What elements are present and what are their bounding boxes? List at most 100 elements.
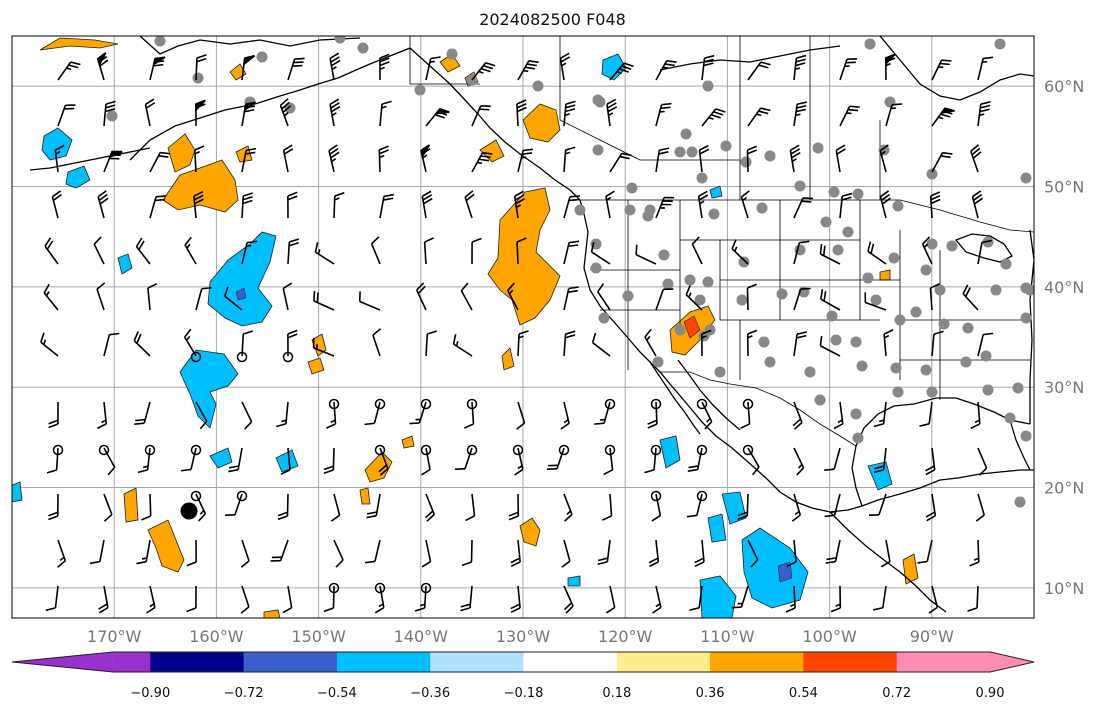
wind-barb (425, 330, 438, 357)
colorbar-tick-label: −0.72 (224, 686, 264, 701)
wind-barb (793, 447, 805, 476)
wind-barb (241, 147, 257, 173)
wind-barb (563, 195, 580, 219)
station-marker (702, 276, 714, 288)
station-marker (256, 51, 268, 63)
wind-barb (740, 190, 750, 219)
wind-barb (655, 102, 672, 127)
wind-barb (517, 330, 529, 357)
wind-barb (379, 53, 390, 81)
gulf-of-california (677, 359, 741, 431)
wind-barb (149, 56, 166, 81)
wind-barb (146, 585, 156, 614)
florida (1009, 419, 1031, 471)
wind-barb (819, 335, 841, 357)
station-marker (926, 168, 938, 180)
us-west-coast (579, 199, 863, 513)
wind-barb (747, 447, 760, 476)
orange-patch (487, 187, 561, 326)
wind-barb (282, 585, 293, 614)
wind-barb (420, 144, 431, 173)
wind-barb (793, 197, 813, 219)
wind-barb (731, 239, 749, 265)
calm-marker (742, 444, 754, 456)
map-border (11, 35, 1035, 619)
calm-marker (236, 490, 248, 502)
wind-barb (240, 585, 250, 614)
station-marker (357, 42, 369, 54)
wind-barb (824, 493, 841, 518)
wind-barb (919, 401, 933, 427)
orange-patch (479, 139, 505, 163)
calm-marker (328, 398, 340, 410)
wind-barb (546, 447, 565, 471)
wind-barb (793, 54, 807, 81)
wind-barb (977, 239, 992, 265)
wind-barb (48, 493, 59, 521)
wind-barb (590, 242, 611, 265)
wind-barb (186, 585, 197, 613)
station-marker (890, 362, 902, 374)
wind-barb (313, 290, 335, 311)
wind-barb (559, 52, 571, 81)
wind-barb (379, 193, 394, 219)
wind-barb (605, 190, 615, 219)
wind-barb (378, 447, 389, 476)
wind-barb (180, 447, 197, 472)
us-canada-border (580, 199, 1034, 233)
calm-marker (98, 444, 110, 456)
station-marker (720, 140, 732, 152)
colorbar-outline (11, 651, 1035, 673)
station-marker (794, 180, 806, 192)
station-marker (1000, 258, 1012, 270)
calm-marker (374, 398, 386, 410)
wind-barb (370, 236, 381, 265)
station-marker (192, 72, 204, 84)
station-marker (960, 356, 972, 368)
orange-patch (522, 103, 561, 143)
alaska-canada-border (409, 36, 480, 85)
wind-barb (452, 334, 473, 357)
wind-barb (971, 190, 984, 219)
wind-barb (103, 332, 120, 357)
colorbar-segment (523, 652, 618, 672)
wind-barb (879, 144, 889, 173)
wind-barb (740, 401, 751, 429)
wind-barb (824, 447, 841, 471)
station-marker (812, 142, 824, 154)
wind-barb (89, 539, 105, 565)
station-marker (828, 186, 840, 198)
wind-barb (270, 539, 289, 562)
wind-barb (655, 196, 675, 219)
wind-barb (224, 493, 243, 516)
wind-barb (228, 447, 243, 473)
orange-patch (147, 519, 185, 573)
wind-barb (329, 52, 341, 81)
station-marker (674, 146, 686, 158)
longitude-tick-label: 150°W (291, 627, 346, 646)
alaska-north-coast (139, 36, 361, 55)
station-marker (684, 274, 696, 286)
yucatan (861, 477, 959, 507)
wind-barb (277, 493, 289, 521)
wind-barb (147, 282, 158, 311)
colorbar-tick-label: −0.18 (504, 686, 544, 701)
wind-barb (931, 59, 952, 81)
station-marker (910, 306, 922, 318)
calm-marker (420, 444, 432, 456)
station-marker (624, 204, 636, 216)
wind-barb (698, 144, 710, 173)
wind-barb (969, 539, 980, 567)
wind-barb (786, 539, 797, 567)
blue-patch (275, 449, 299, 473)
wind-barb (655, 59, 677, 81)
wind-barb (372, 328, 382, 357)
colorbar-segment (616, 652, 711, 672)
station-marker (658, 249, 670, 261)
station-marker (892, 386, 904, 398)
station-marker (864, 38, 876, 50)
station-marker (1020, 172, 1032, 184)
station-marker (832, 244, 844, 256)
station-marker (1020, 312, 1032, 324)
